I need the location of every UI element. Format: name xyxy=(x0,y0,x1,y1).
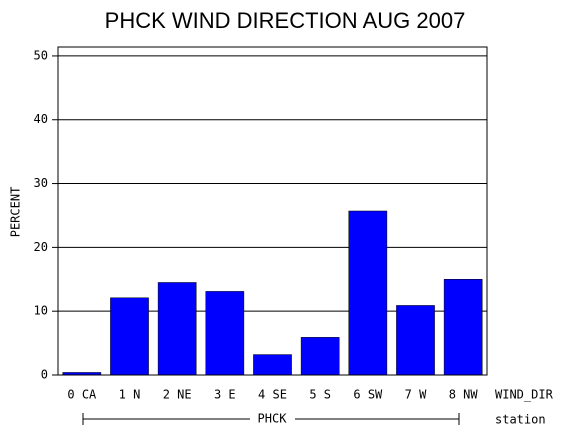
y-tick-label: 30 xyxy=(34,176,48,190)
y-axis-label: PERCENT xyxy=(9,187,23,238)
bar xyxy=(110,297,149,376)
y-tick-label: 0 xyxy=(41,368,48,382)
group-axis-label: station xyxy=(495,413,546,427)
bar xyxy=(396,305,435,376)
y-tick-label: 50 xyxy=(34,48,48,62)
x-tick-label: 8 NW xyxy=(449,388,479,402)
plot-frame xyxy=(57,46,488,376)
bar xyxy=(205,291,245,376)
x-tick-label: 0 CA xyxy=(67,388,97,402)
x-tick-label: 3 E xyxy=(214,388,236,402)
x-tick-label: 1 N xyxy=(119,388,141,402)
bar xyxy=(253,354,292,376)
bar xyxy=(443,279,483,376)
x-tick-label: 2 NE xyxy=(163,388,192,402)
x-tick-label: 5 S xyxy=(309,388,331,402)
x-axis-label: WIND_DIR xyxy=(495,388,554,402)
bar xyxy=(348,210,388,376)
x-tick-label: 7 W xyxy=(405,388,427,402)
group-bracket xyxy=(82,413,460,425)
x-tick-label: 4 SE xyxy=(258,388,287,402)
group-label: PHCK xyxy=(258,412,288,426)
y-tick-label: 20 xyxy=(34,240,48,254)
y-tick-label: 40 xyxy=(34,112,48,126)
bar xyxy=(300,337,340,376)
x-tick-label: 6 SW xyxy=(353,388,383,402)
chart-title: PHCK WIND DIRECTION AUG 2007 xyxy=(105,8,466,33)
bar xyxy=(157,282,197,376)
y-tick-label: 10 xyxy=(34,304,48,318)
